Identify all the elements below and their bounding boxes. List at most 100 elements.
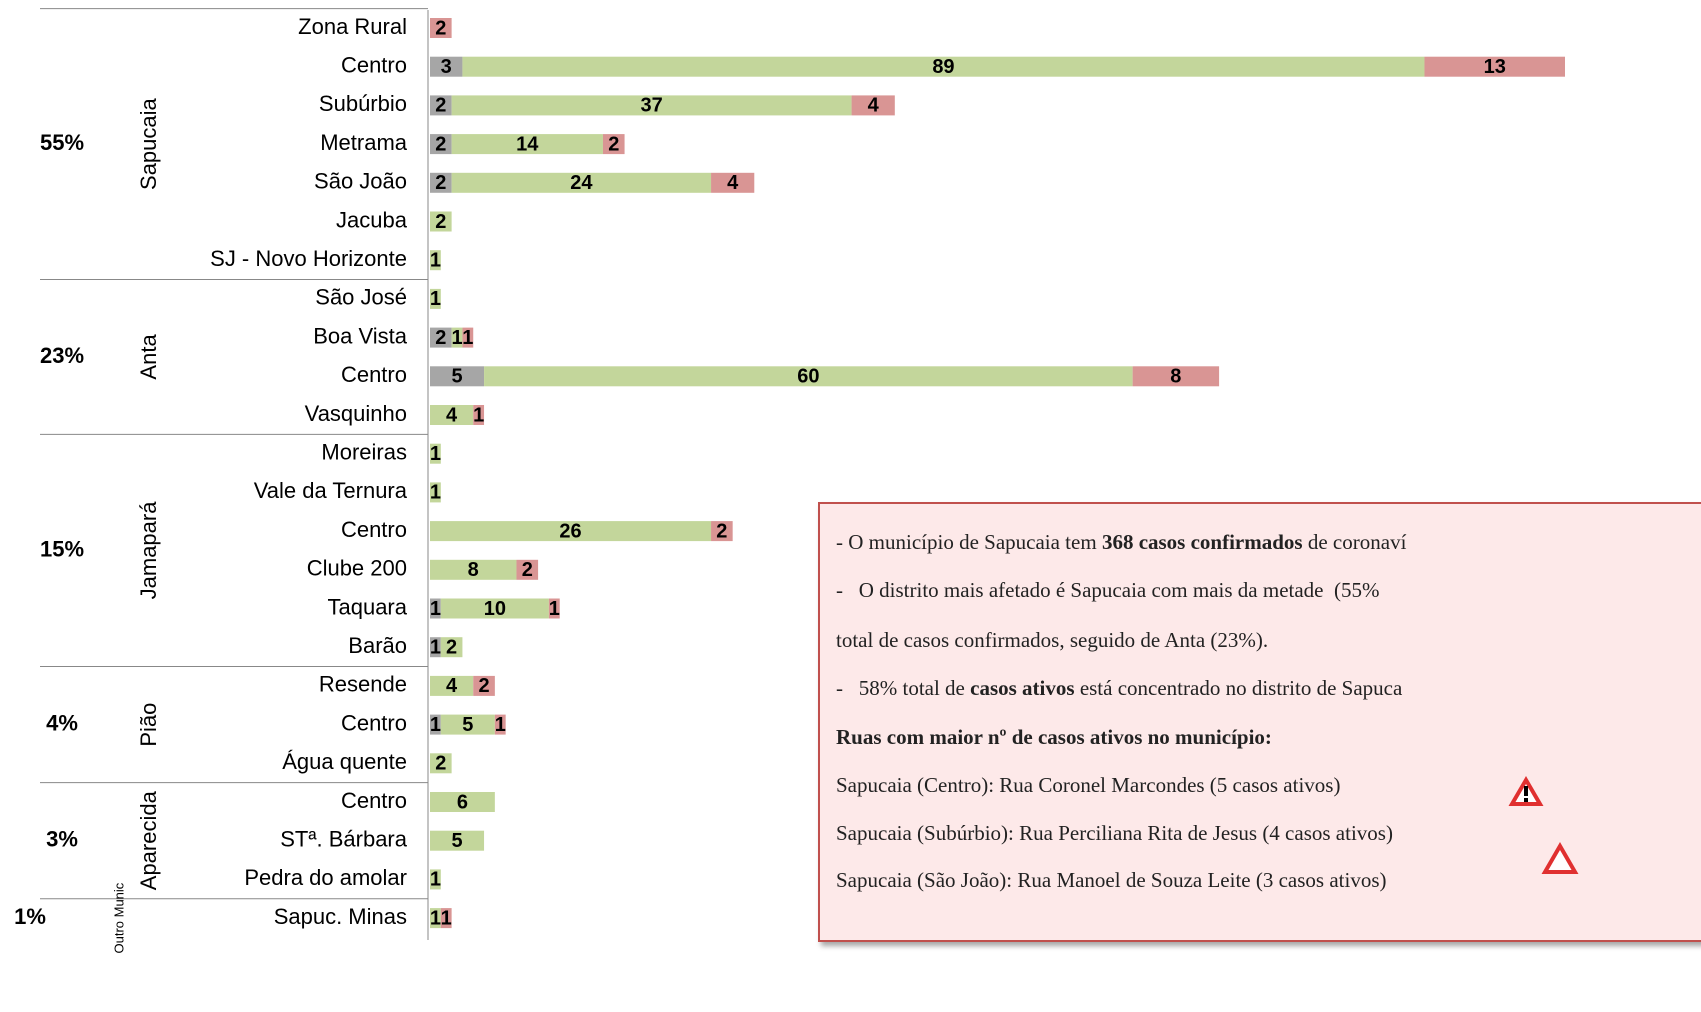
note-line: - 58% total de casos ativos está concent… <box>836 676 1402 701</box>
value-label: 10 <box>484 598 506 620</box>
bar-segment <box>430 95 452 116</box>
bar-segment <box>430 250 441 271</box>
bar-segment <box>451 134 603 155</box>
value-label: 1 <box>430 869 441 891</box>
group-label: Sapucaia <box>136 97 161 190</box>
category-label: Boa Vista <box>313 323 408 348</box>
bar-segment <box>851 95 895 116</box>
category-label: Resende <box>319 672 407 697</box>
category-label: Zona Rural <box>298 14 407 39</box>
group-label: Outro Munic <box>111 882 126 953</box>
value-label: 2 <box>478 675 489 697</box>
group-share: 55% <box>40 130 84 155</box>
note-line: Sapucaia (Centro): Rua Coronel Marcondes… <box>836 773 1340 798</box>
bar-segment <box>494 714 506 735</box>
note-text: está concentrado no distrito de Sapuca <box>1074 676 1403 700</box>
bar-segment <box>516 559 539 580</box>
value-label: 2 <box>446 636 457 658</box>
value-label: 4 <box>727 172 739 194</box>
group-label: Jamapará <box>136 501 161 600</box>
value-label: 37 <box>640 95 662 117</box>
bar-segment <box>430 172 452 193</box>
group-share: 4% <box>46 710 78 735</box>
value-label: 4 <box>446 404 458 426</box>
note-text: Sapucaia (Subúrbio): Rua Perciliana Rita… <box>836 821 1393 845</box>
note-text: - 58% total de <box>836 676 971 700</box>
value-label: 8 <box>468 559 479 581</box>
bar-segment <box>430 792 495 812</box>
group-label: Pião <box>136 703 161 747</box>
category-label: Centro <box>341 710 407 735</box>
note-line: Ruas com maior nº de casos ativos no mun… <box>836 725 1272 750</box>
bar-segment <box>430 134 452 155</box>
value-label: 2 <box>435 17 446 39</box>
bar-segment <box>430 405 474 425</box>
value-label: 2 <box>435 133 446 155</box>
note-text: casos ativos <box>970 676 1075 700</box>
value-label: 1 <box>430 907 441 929</box>
group-label: Aparecida <box>136 790 161 890</box>
bar-segment <box>1424 56 1565 77</box>
value-label: 14 <box>516 133 539 155</box>
bar-segment <box>440 637 463 658</box>
value-label: 2 <box>716 520 727 542</box>
value-label: 3 <box>441 56 452 78</box>
category-label: Pedra do amolar <box>244 865 407 890</box>
category-label: São José <box>315 285 407 310</box>
note-text: Sapucaia (Centro): Rua Coronel Marcondes… <box>836 773 1341 797</box>
value-label: 5 <box>462 714 473 736</box>
value-label: 1 <box>441 907 452 929</box>
bar-segment <box>451 172 712 193</box>
note-line: Sapucaia (Subúrbio): Rua Perciliana Rita… <box>836 821 1393 846</box>
value-label: 1 <box>462 327 473 349</box>
value-label: 2 <box>435 172 446 194</box>
category-label: Sapuc. Minas <box>274 904 407 929</box>
group-share: 3% <box>46 827 78 852</box>
value-label: 2 <box>435 211 446 233</box>
bar-segment <box>430 482 441 503</box>
note-line: Sapucaia (São João): Rua Manoel de Souza… <box>836 868 1387 893</box>
category-label: Clube 200 <box>307 556 407 581</box>
value-label: 8 <box>1170 366 1181 388</box>
note-text: - O distrito mais afetado é Sapucaia com… <box>836 578 1380 602</box>
category-label: STª. Bárbara <box>280 827 408 852</box>
category-label: Centro <box>341 517 407 542</box>
category-label: Taquara <box>327 594 407 619</box>
bar-segment <box>440 598 549 619</box>
category-label: Vale da Ternura <box>254 478 408 503</box>
bar-segment <box>484 366 1133 387</box>
category-label: Moreiras <box>321 440 407 465</box>
bar-segment <box>430 366 485 387</box>
note-text: de coronaví <box>1302 530 1407 554</box>
value-label: 2 <box>435 753 446 775</box>
group-label: Anta <box>136 334 161 380</box>
value-label: 2 <box>435 327 446 349</box>
value-label: 1 <box>430 482 441 504</box>
note-text: total de casos confirmados, seguido de A… <box>836 628 1269 652</box>
bar-segment <box>430 443 441 464</box>
bar-segment <box>430 753 452 774</box>
value-label: 1 <box>430 249 441 271</box>
value-label: 1 <box>430 598 441 620</box>
bar-segment <box>430 714 441 735</box>
bar-segment <box>430 327 452 348</box>
value-label: 4 <box>446 675 458 697</box>
note-line: - O distrito mais afetado é Sapucaia com… <box>836 578 1380 603</box>
value-label: 2 <box>522 559 533 581</box>
value-label: 1 <box>430 288 441 310</box>
bar-segment <box>548 598 560 619</box>
bar-segment <box>430 908 441 929</box>
bar-segment <box>451 327 463 348</box>
category-label: Centro <box>341 362 407 387</box>
note-line: total de casos confirmados, seguido de A… <box>836 628 1268 653</box>
value-label: 13 <box>1484 56 1506 78</box>
bar-segment <box>430 598 441 619</box>
bar-segment <box>711 521 733 542</box>
bar-segment <box>602 134 625 155</box>
value-label: 89 <box>932 56 954 78</box>
note-text: Sapucaia (São João): Rua Manoel de Souza… <box>836 868 1387 892</box>
value-label: 5 <box>451 366 462 388</box>
value-label: 1 <box>430 443 441 465</box>
bar-segment <box>1132 366 1220 387</box>
